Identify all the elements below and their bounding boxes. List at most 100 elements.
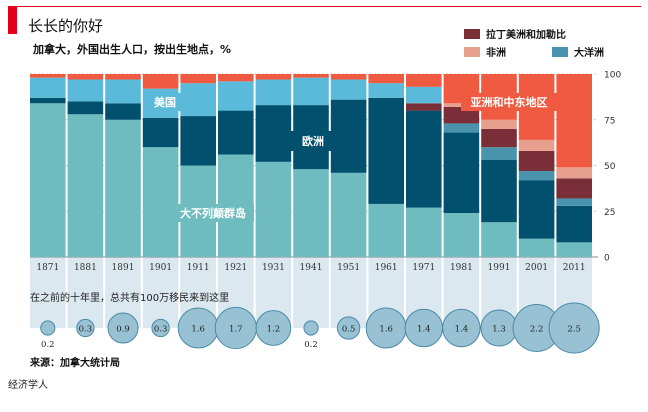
bar-segment xyxy=(368,203,404,257)
bar-segment xyxy=(556,205,592,243)
x-tick-label: 1921 xyxy=(224,263,247,273)
bar-segment xyxy=(556,167,592,179)
bar-segment xyxy=(443,123,480,133)
bubble-row-title: 在之前的十年里，总共有100万移民来到这里 xyxy=(30,291,229,304)
bubble xyxy=(255,310,292,346)
bar-segment xyxy=(406,207,442,257)
legend-item-africa: 非洲 xyxy=(464,44,506,59)
x-tick-label: 1871 xyxy=(36,263,59,273)
bar-segment xyxy=(30,77,66,98)
bubble-value-label: 1.3 xyxy=(492,325,506,335)
bar-segment xyxy=(406,86,442,104)
x-tick-label: 1941 xyxy=(300,263,323,273)
bar-segment xyxy=(518,238,555,257)
bar-segment xyxy=(67,79,104,102)
series-label-bg xyxy=(172,204,254,222)
bar-segment xyxy=(406,103,442,111)
bar-segment xyxy=(556,178,592,199)
x-tick-label: 1991 xyxy=(488,263,511,273)
bar-segment xyxy=(67,114,104,257)
y-tick-label: 100 xyxy=(604,71,621,81)
bar-segment xyxy=(293,169,329,257)
bar-segment xyxy=(406,110,442,208)
bar-segment xyxy=(330,79,367,100)
bar-segment xyxy=(481,128,517,148)
bar-segment xyxy=(30,103,66,257)
bubble xyxy=(151,318,170,338)
bar-segment xyxy=(330,172,367,257)
series-label: 欧洲 xyxy=(302,134,324,148)
category-column-bg xyxy=(293,257,329,328)
bubble-value-label: 0.3 xyxy=(154,325,168,335)
series-label-bg xyxy=(461,93,557,111)
bar-segment xyxy=(255,74,292,80)
bubble xyxy=(107,312,139,344)
bar-segment xyxy=(330,74,367,80)
bar-segment xyxy=(142,74,179,89)
bubble xyxy=(76,318,95,338)
bar-segment xyxy=(255,79,292,106)
series-label-bg xyxy=(144,93,186,111)
bar-segment xyxy=(105,103,141,120)
x-tick-label: 1891 xyxy=(112,263,135,273)
bubble-value-label: 0.3 xyxy=(79,325,93,335)
bar-segment xyxy=(518,139,555,151)
x-tick-label: 1981 xyxy=(450,263,473,273)
bubble-value-label: 2.5 xyxy=(567,325,581,335)
y-axis: 0 25 50 75 100 xyxy=(604,71,621,264)
bubble-row: 0.2 0.3 0.9 0.3 1.6 1.7 1.2 0.2 0.5 1.6 1.4 1.4 1.3 2… xyxy=(40,302,600,354)
y-tick-label: 75 xyxy=(604,116,615,126)
brand-footer: 经济学人 xyxy=(8,380,48,391)
bar-segment xyxy=(556,198,592,206)
bar-segment xyxy=(218,81,254,111)
bar-segment xyxy=(67,74,104,80)
bar-segment xyxy=(481,119,517,129)
bar-segment xyxy=(330,99,367,173)
stacked-bars xyxy=(30,74,592,257)
legend-item-latin-america: 拉丁美洲和加勒比 xyxy=(464,26,566,41)
bar-segment xyxy=(30,97,66,104)
bubble xyxy=(303,320,319,336)
bubble-value-label: 1.2 xyxy=(267,325,281,335)
bubble-value-label: 1.4 xyxy=(417,325,431,335)
y-tick-label: 0 xyxy=(604,254,610,264)
bar-segment xyxy=(443,132,480,214)
source-note: 来源：加拿大统计局 xyxy=(30,358,120,369)
x-tick-label: 1961 xyxy=(375,263,398,273)
legend-swatch-africa xyxy=(464,47,480,57)
bar-segment xyxy=(105,74,141,80)
bar-segment xyxy=(142,147,179,257)
bubble-value-label: 1.6 xyxy=(191,325,205,335)
bubble-value-label: 0.2 xyxy=(41,340,55,350)
bar-segment xyxy=(180,116,216,166)
chart-title: 长长的你好 xyxy=(28,17,104,35)
bar-segment xyxy=(30,74,66,78)
top-rule xyxy=(8,6,641,7)
x-tick-label: 1911 xyxy=(187,263,210,273)
bar-segment xyxy=(518,180,555,239)
bubble-value-label: 0.2 xyxy=(304,340,318,350)
legend-label-oceania: 大洋洲 xyxy=(574,48,604,59)
x-tick-label: 1881 xyxy=(74,263,97,273)
y-tick-label: 25 xyxy=(604,208,615,218)
bar-segment xyxy=(255,105,292,162)
bar-segment xyxy=(218,74,254,82)
bar-segment xyxy=(293,74,329,78)
category-column-bg xyxy=(30,257,66,328)
y-tick-label: 50 xyxy=(604,162,616,172)
bubble-value-label: 1.4 xyxy=(455,325,469,335)
category-column-bg xyxy=(142,257,179,328)
chart-subtitle: 加拿大，外国出生人口，按出生地点，% xyxy=(33,43,232,56)
bar-segment xyxy=(105,79,141,104)
x-tick-label: 1901 xyxy=(149,263,172,273)
bubble-value-label: 1.6 xyxy=(379,325,393,335)
bar-segment xyxy=(255,161,292,257)
category-column-bg xyxy=(330,257,367,328)
bubble xyxy=(40,320,56,336)
bar-segment xyxy=(556,74,592,168)
bar-segment xyxy=(218,110,254,155)
bubble-value-label: 2.2 xyxy=(530,325,544,335)
bubble xyxy=(336,316,361,340)
legend-swatch-latin-america xyxy=(464,29,480,39)
